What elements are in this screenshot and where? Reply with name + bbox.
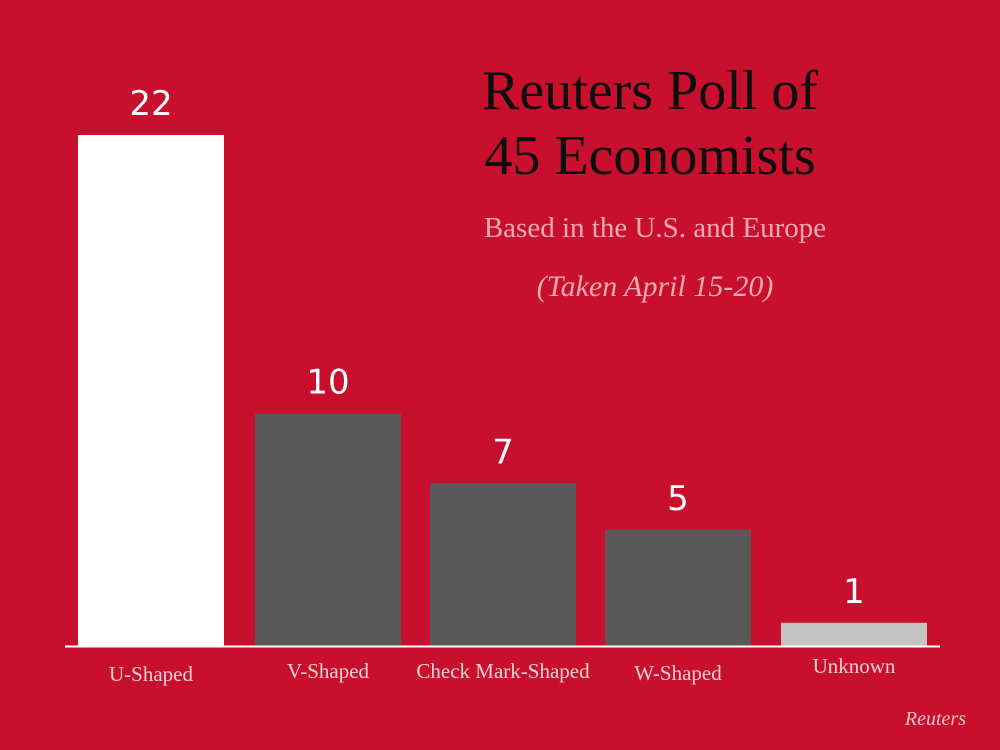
category-label-v-shaped: V-Shaped — [287, 659, 370, 683]
source-credit: Reuters — [904, 708, 966, 730]
bar-w-shaped — [605, 529, 751, 646]
value-label-v-shaped: 10 — [306, 363, 349, 403]
value-label-check-mark-shaped: 7 — [492, 432, 514, 472]
value-label-u-shaped: 22 — [129, 84, 172, 124]
bars-layer — [78, 135, 927, 646]
category-labels-layer: U-Shaped V-Shaped Check Mark-Shaped W-Shape… — [109, 654, 896, 686]
chart-title-line-2: 45 Economists — [484, 125, 816, 187]
bar-check-mark-shaped — [430, 483, 576, 646]
chart-title-line-1: Reuters Poll of — [482, 60, 818, 122]
value-label-w-shaped: 5 — [667, 479, 689, 519]
category-label-unknown: Unknown — [813, 654, 896, 678]
bar-v-shaped — [255, 413, 401, 646]
chart-subtitle: Based in the U.S. and Europe — [483, 212, 827, 244]
category-label-w-shaped: W-Shaped — [634, 661, 722, 685]
bar-u-shaped — [78, 135, 224, 646]
category-label-u-shaped: U-Shaped — [109, 662, 193, 686]
value-label-unknown: 1 — [843, 572, 865, 612]
bar-unknown — [781, 622, 927, 646]
value-labels-layer: 22 10 7 5 1 — [129, 84, 864, 612]
poll-date-note: (Taken April 15-20) — [536, 270, 774, 303]
category-label-check-mark-shaped: Check Mark-Shaped — [416, 659, 590, 683]
